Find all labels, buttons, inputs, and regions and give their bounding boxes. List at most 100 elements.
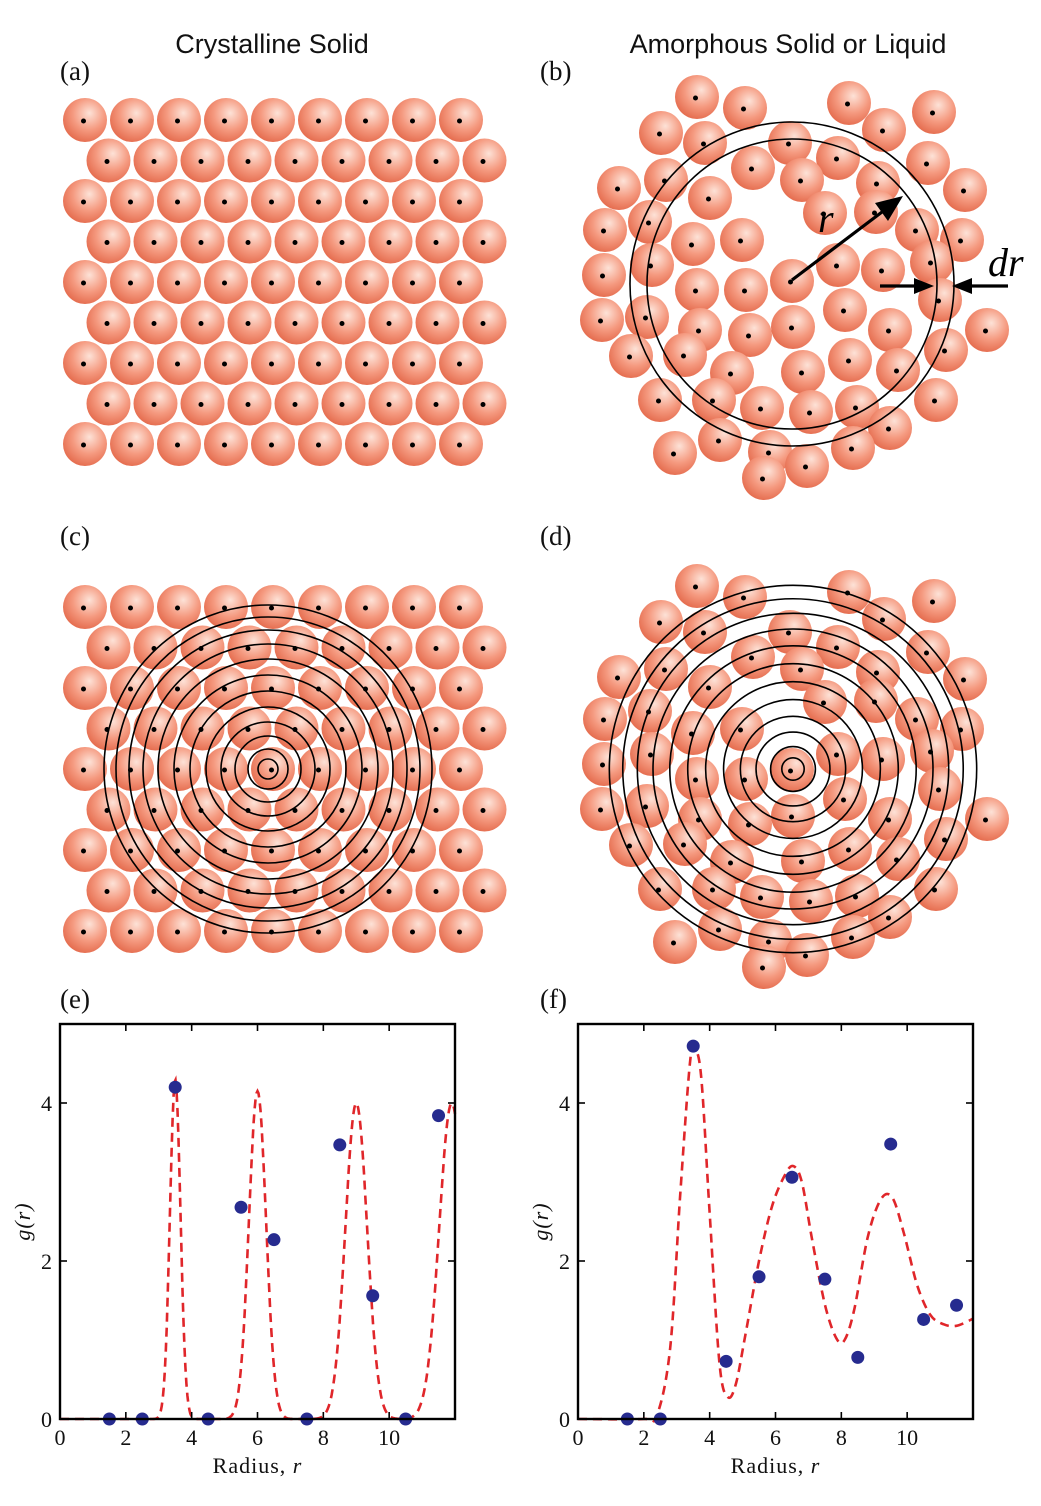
atom-center-dot xyxy=(433,808,439,813)
x-tick-label: 0 xyxy=(55,1425,66,1450)
shell-ring-inner xyxy=(646,138,938,430)
atom-center-dot xyxy=(457,361,462,367)
shell-ring xyxy=(128,629,408,909)
atom-center-dot xyxy=(598,318,603,324)
atom-center-dot xyxy=(958,238,963,244)
atom-center-dot xyxy=(175,361,180,367)
shell-ring xyxy=(780,756,805,781)
radius-label: r xyxy=(818,196,834,241)
atom-center-dot xyxy=(339,727,345,732)
atom-center-dot xyxy=(363,118,368,124)
atom-center-dot xyxy=(457,929,462,935)
atom-center-dot xyxy=(363,605,368,611)
atom-center-dot xyxy=(433,159,439,164)
atom-center-dot xyxy=(81,199,86,205)
atom-center-dot xyxy=(410,442,415,448)
data-point xyxy=(884,1137,898,1151)
atom-center-dot xyxy=(151,321,157,326)
title-crystalline: Crystalline Solid xyxy=(175,29,369,59)
atom-center-dot xyxy=(627,354,632,360)
atom-center-dot xyxy=(786,630,791,636)
y-axis-label: g(r) xyxy=(528,1202,553,1240)
atom-center-dot xyxy=(894,368,899,374)
shell-ring xyxy=(652,628,934,910)
atom-center-dot xyxy=(128,686,133,692)
atom-center-dot xyxy=(693,584,698,590)
shell-ring xyxy=(608,584,978,954)
shell-ring xyxy=(722,698,864,840)
atom-center-dot xyxy=(880,128,885,134)
x-tick-label: 2 xyxy=(120,1425,131,1450)
atom-center-dot xyxy=(222,605,227,611)
dr-label: dr xyxy=(988,240,1024,285)
atom-center-dot xyxy=(81,929,86,935)
atom-center-dot xyxy=(269,280,274,286)
atom-center-dot xyxy=(600,273,605,279)
atom-center-dot xyxy=(886,426,891,432)
atom-center-dot xyxy=(457,848,462,854)
plot-frame xyxy=(576,1022,975,1421)
atom-center-dot xyxy=(834,645,839,651)
panel-label-b: (b) xyxy=(540,56,571,86)
atom-center-dot xyxy=(879,268,884,274)
atom-center-dot xyxy=(245,727,251,732)
atom-center-dot xyxy=(269,605,274,611)
atom-center-dot xyxy=(175,442,180,448)
atom-center-dot xyxy=(807,899,812,905)
shell-ring xyxy=(220,721,316,817)
atom-center-dot xyxy=(928,260,933,266)
atom-center-dot xyxy=(846,847,851,853)
atom-center-dot xyxy=(104,321,110,326)
panel-label-d: (d) xyxy=(540,521,571,551)
shell-ring xyxy=(247,748,289,790)
atom-center-dot xyxy=(316,929,321,935)
atom-center-dot xyxy=(410,929,415,935)
atom-center-dot xyxy=(480,321,486,326)
atom-center-dot xyxy=(716,438,721,444)
atom-center-dot xyxy=(151,727,157,732)
atom-center-dot xyxy=(706,685,711,691)
data-point xyxy=(432,1109,446,1123)
atom-center-dot xyxy=(598,807,603,813)
atom-center-dot xyxy=(849,446,854,452)
atom-center-dot xyxy=(983,328,988,334)
atom-center-dot xyxy=(316,199,321,205)
atom-center-dot xyxy=(656,398,661,404)
atom-center-dot xyxy=(480,727,486,732)
atom-center-dot xyxy=(874,670,879,676)
shell-ring xyxy=(621,597,965,941)
atom-center-dot xyxy=(789,814,794,820)
atom-center-dot xyxy=(656,887,661,893)
atom-center-dot xyxy=(738,727,743,733)
atom-center-dot xyxy=(799,859,804,865)
atom-center-dot xyxy=(803,953,808,959)
atom-center-dot xyxy=(741,595,746,601)
x-tick-label: 6 xyxy=(770,1425,781,1450)
atom-center-dot xyxy=(363,280,368,286)
atom-center-dot xyxy=(457,686,462,692)
atom-center-dot xyxy=(913,717,918,723)
data-point xyxy=(851,1350,865,1364)
atom-center-dot xyxy=(758,406,763,412)
shell-ring xyxy=(257,758,279,780)
atom-center-dot xyxy=(872,210,877,216)
atom-center-dot xyxy=(410,118,415,124)
atom-center-dot xyxy=(363,767,368,773)
atom-center-dot xyxy=(853,405,858,411)
atom-center-dot xyxy=(932,398,937,404)
atom-center-dot xyxy=(104,159,110,164)
atom-center-dot xyxy=(81,280,86,286)
atom-center-dot xyxy=(789,325,794,331)
atom-center-dot xyxy=(930,110,935,116)
atom-center-dot xyxy=(841,308,846,314)
atom-center-dot xyxy=(701,630,706,636)
atom-center-dot xyxy=(81,686,86,692)
atom-center-dot xyxy=(222,118,227,124)
atom-center-dot xyxy=(292,321,298,326)
atom-center-dot xyxy=(681,353,686,359)
gr-chart-crystalline: 0 2 4 6 8 10 0 2 4 Radius, r g(r) xyxy=(10,1022,457,1478)
atom-center-dot xyxy=(128,199,133,205)
atom-center-dot xyxy=(104,889,110,894)
atom-center-dot xyxy=(104,402,110,407)
atom-center-dot xyxy=(924,161,929,167)
